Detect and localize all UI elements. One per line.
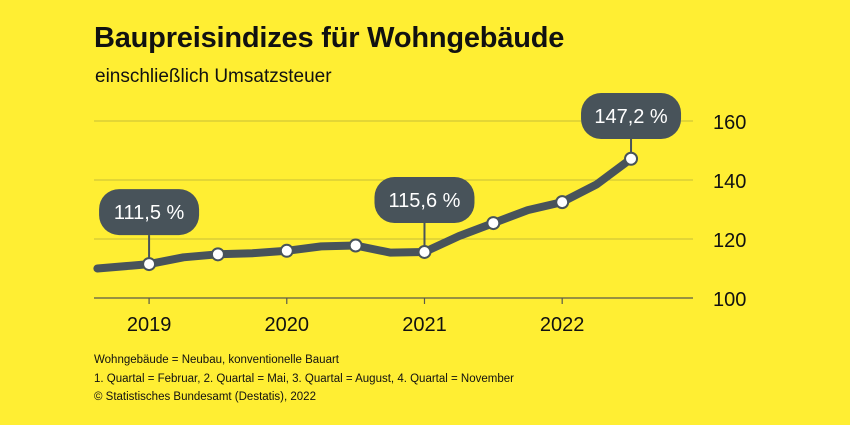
footnotes: Wohngebäude = Neubau, konventionelle Bau… <box>94 351 514 407</box>
chart-title: Baupreisindizes für Wohngebäude <box>94 22 565 54</box>
x-tick-label-2021: 2021 <box>402 314 447 336</box>
data-point-marker <box>348 238 363 253</box>
data-point-marker <box>417 244 432 259</box>
x-tick-label-2020: 2020 <box>265 314 310 336</box>
footnote-source: © Statistisches Bundesamt (Destatis), 20… <box>94 391 316 403</box>
data-point-marker <box>624 151 639 166</box>
chart-subtitle: einschließlich Umsatzsteuer <box>95 66 332 87</box>
x-tick-label-2019: 2019 <box>127 314 172 336</box>
data-point-marker <box>279 243 294 258</box>
data-point-marker <box>142 257 157 272</box>
callout-label: 147,2 % <box>594 106 668 128</box>
callout-label: 115,6 % <box>389 190 461 212</box>
footnote-definition: Wohngebäude = Neubau, konventionelle Bau… <box>94 354 339 366</box>
data-point-marker <box>210 247 225 262</box>
annotations: 111,5 % 115,6 % 147,2 % <box>99 93 682 259</box>
y-tick-label-140: 140 <box>713 171 746 193</box>
callout-box <box>374 176 475 223</box>
y-tick-label-100: 100 <box>713 289 746 311</box>
y-tick-label-120: 120 <box>713 230 746 252</box>
data-point-marker <box>555 195 570 210</box>
y-tick-label-160: 160 <box>713 112 746 134</box>
footnote-quarters: 1. Quartal = Februar, 2. Quartal = Mai, … <box>94 372 514 385</box>
axes: 100 120 140 160 2019 2020 2021 2022 <box>127 112 747 336</box>
x-tick-label-2022: 2022 <box>540 314 585 336</box>
callout-box <box>99 189 200 236</box>
data-point-marker <box>486 216 501 231</box>
callout-label: 111,5 % <box>114 202 185 224</box>
callout-box <box>581 93 682 139</box>
